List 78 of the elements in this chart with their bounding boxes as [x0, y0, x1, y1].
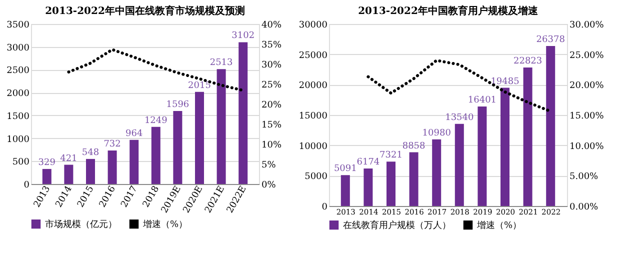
- chart-title: 2013-2022年中国教育用户规模及增速: [358, 5, 539, 17]
- y2-tick-label: 15.00%: [570, 112, 604, 122]
- bar: [151, 126, 160, 184]
- bar: [500, 88, 510, 206]
- data-label: 732: [104, 140, 121, 150]
- data-label: 3102: [232, 31, 255, 42]
- bar: [340, 175, 350, 206]
- data-label: 10980: [422, 128, 452, 138]
- bar: [386, 162, 396, 206]
- bar: [523, 68, 532, 206]
- y-tick-label: 30000: [298, 20, 328, 30]
- bar: [238, 42, 248, 184]
- y2-tick-label: 0%: [262, 180, 276, 190]
- bar: [64, 164, 74, 184]
- data-label: 964: [126, 128, 143, 139]
- data-label: 8858: [402, 141, 426, 152]
- line-series: [67, 48, 245, 92]
- y-tick-label: 3500: [6, 20, 30, 30]
- y-tick-label: 1000: [6, 134, 30, 145]
- y2-tick-label: 40%: [262, 20, 282, 30]
- data-label: 329: [38, 158, 56, 168]
- data-label: 6174: [356, 158, 380, 168]
- data-label: 26378: [536, 34, 566, 45]
- y2-tick-label: 10.00%: [570, 142, 604, 152]
- y-tick-label: 0: [322, 202, 328, 212]
- y-tick-label: 2000: [6, 89, 30, 100]
- data-label: 2015: [188, 80, 212, 91]
- bar: [195, 92, 204, 184]
- y2-tick-label: 15%: [262, 120, 282, 130]
- y2-tick-label: 5%: [262, 160, 276, 170]
- bar: [86, 158, 95, 184]
- data-label: 19485: [490, 76, 520, 87]
- data-label: 1249: [144, 116, 168, 126]
- data-label: 22823: [513, 56, 542, 67]
- data-label: 5091: [334, 164, 357, 174]
- y-tick-label: 20000: [298, 81, 328, 92]
- bar: [42, 168, 52, 184]
- y-tick-label: 2500: [6, 66, 30, 76]
- y2-tick-label: 10%: [262, 140, 282, 150]
- bar: [364, 168, 373, 206]
- y2-tick-label: 20.00%: [570, 81, 604, 92]
- y-tick-label: 5000: [304, 172, 328, 182]
- y-tick-label: 0: [24, 180, 30, 190]
- bar: [546, 46, 556, 206]
- y-tick-label: 25000: [298, 50, 328, 61]
- y-tick-label: 1500: [6, 112, 30, 122]
- y2-tick-label: 0.00%: [570, 202, 599, 212]
- y-tick-label: 15000: [298, 112, 328, 122]
- y2-tick-label: 20%: [262, 100, 282, 110]
- bar: [108, 150, 117, 184]
- bar: [478, 106, 487, 206]
- bar: [409, 152, 418, 206]
- legend-label: 增速（%）: [476, 220, 522, 232]
- y2-tick-label: 25%: [262, 80, 282, 90]
- legend-label: 在线教育用户规模（万人）: [343, 220, 451, 232]
- y2-tick-label: 5.00%: [570, 172, 599, 182]
- y2-tick-label: 30.00%: [570, 20, 604, 30]
- bar: [432, 139, 442, 206]
- data-label: 16401: [468, 96, 497, 106]
- data-label: 548: [82, 148, 100, 158]
- bar: [173, 111, 182, 184]
- y2-tick-label: 30%: [262, 60, 282, 70]
- data-label: 7321: [380, 150, 402, 161]
- data-label: 13540: [445, 112, 474, 123]
- legend-label: 增速（%）: [142, 219, 188, 230]
- bar: [216, 69, 226, 184]
- legend-label: 市场规模（亿元）: [45, 219, 117, 230]
- y2-tick-label: 35%: [262, 40, 282, 50]
- data-label: 421: [60, 154, 78, 164]
- y2-tick-label: 25.00%: [570, 50, 604, 61]
- chart-title: 2013-2022年中国在线教育市场规模及预测: [45, 5, 245, 17]
- y-tick-label: 500: [12, 158, 30, 168]
- bar: [454, 124, 464, 206]
- data-label: 2513: [210, 58, 234, 68]
- y-tick-label: 10000: [298, 142, 328, 152]
- y-tick-label: 3000: [6, 43, 30, 54]
- bar: [130, 140, 139, 184]
- data-label: 1596: [166, 100, 190, 110]
